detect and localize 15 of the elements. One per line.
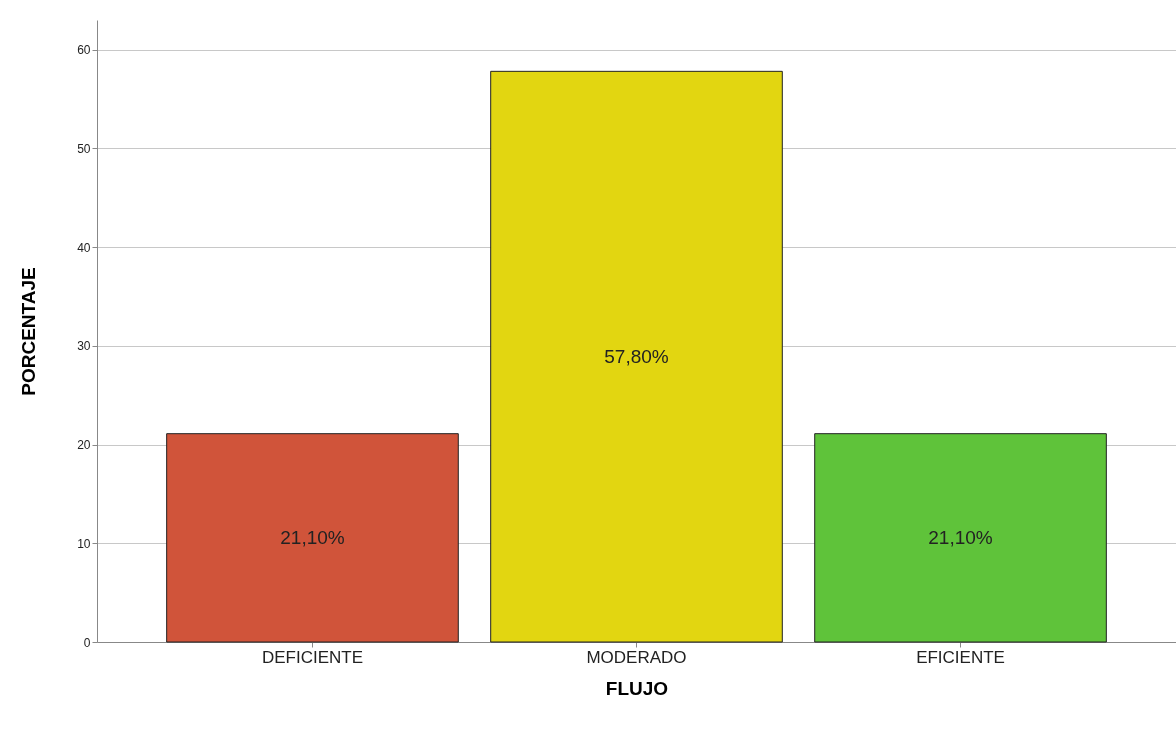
y-tick-label: 60 [77,43,91,58]
y-tick-label: 0 [83,635,91,650]
x-axis-title: FLUJO [605,677,669,699]
x-tick-label: MODERADO [586,647,687,667]
y-tick-label: 20 [77,438,91,453]
y-axis-title: PORCENTAJE [18,267,40,396]
data-label: 57,80% [604,345,669,367]
y-tick-label: 40 [77,240,91,255]
y-tick-label: 30 [77,339,91,354]
x-tick-label: EFICIENTE [916,647,1005,667]
y-tick-label: 10 [77,536,91,551]
x-tick-label: DEFICIENTE [261,647,364,667]
y-tick-label: 50 [77,141,91,156]
data-label: 21,10% [928,526,993,548]
data-label: 21,10% [280,526,345,548]
